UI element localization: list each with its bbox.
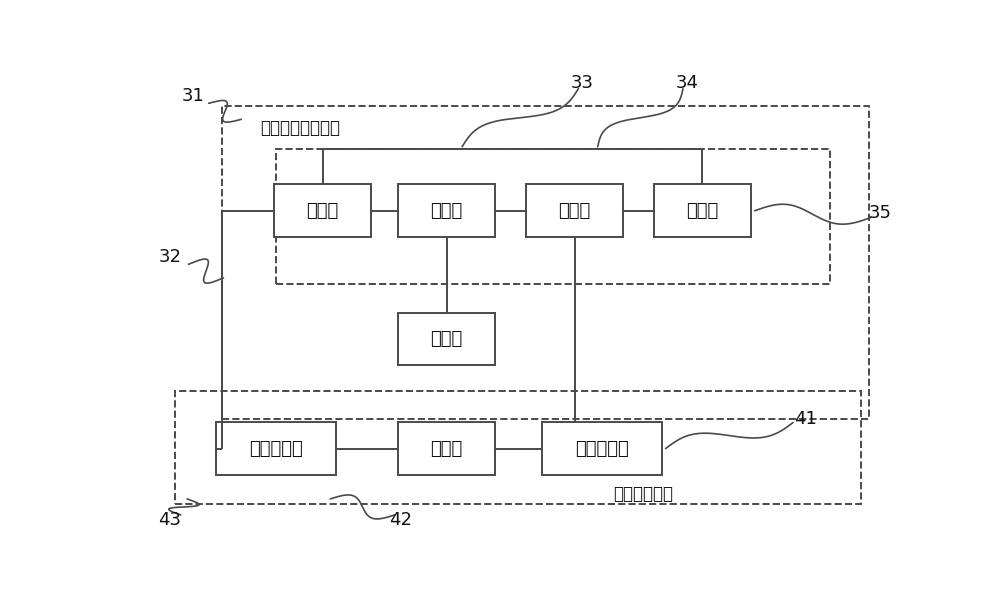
Bar — [175, 391, 861, 504]
Text: 35: 35 — [869, 204, 892, 222]
Bar — [542, 422, 662, 475]
Bar — [526, 185, 623, 237]
Bar — [654, 185, 751, 237]
Bar — [274, 185, 371, 237]
Text: 42: 42 — [389, 511, 412, 529]
Bar — [216, 422, 336, 475]
Bar — [222, 106, 869, 419]
Text: 发生器: 发生器 — [430, 202, 463, 220]
Text: 加热器: 加热器 — [430, 330, 463, 348]
Text: 蒸发器: 蒸发器 — [430, 440, 463, 457]
Text: 热能收集转换系统: 热能收集转换系统 — [261, 119, 341, 137]
Bar — [398, 185, 495, 237]
Text: 43: 43 — [158, 511, 181, 529]
Text: 蒸馏器: 蒸馏器 — [558, 202, 591, 220]
Bar — [398, 422, 495, 475]
Text: 34: 34 — [675, 74, 698, 91]
Text: 第一冷激器: 第一冷激器 — [575, 440, 629, 457]
Bar — [276, 149, 830, 284]
Text: 32: 32 — [158, 248, 181, 266]
Text: 吸附制冷系统: 吸附制冷系统 — [613, 485, 673, 503]
Text: 33: 33 — [571, 74, 594, 91]
Text: 第二冷激器: 第二冷激器 — [249, 440, 303, 457]
Text: 吸收器: 吸收器 — [686, 202, 718, 220]
Text: 储液器: 储液器 — [306, 202, 339, 220]
Bar — [398, 312, 495, 365]
Text: 31: 31 — [182, 87, 205, 106]
Text: 41: 41 — [794, 410, 817, 428]
